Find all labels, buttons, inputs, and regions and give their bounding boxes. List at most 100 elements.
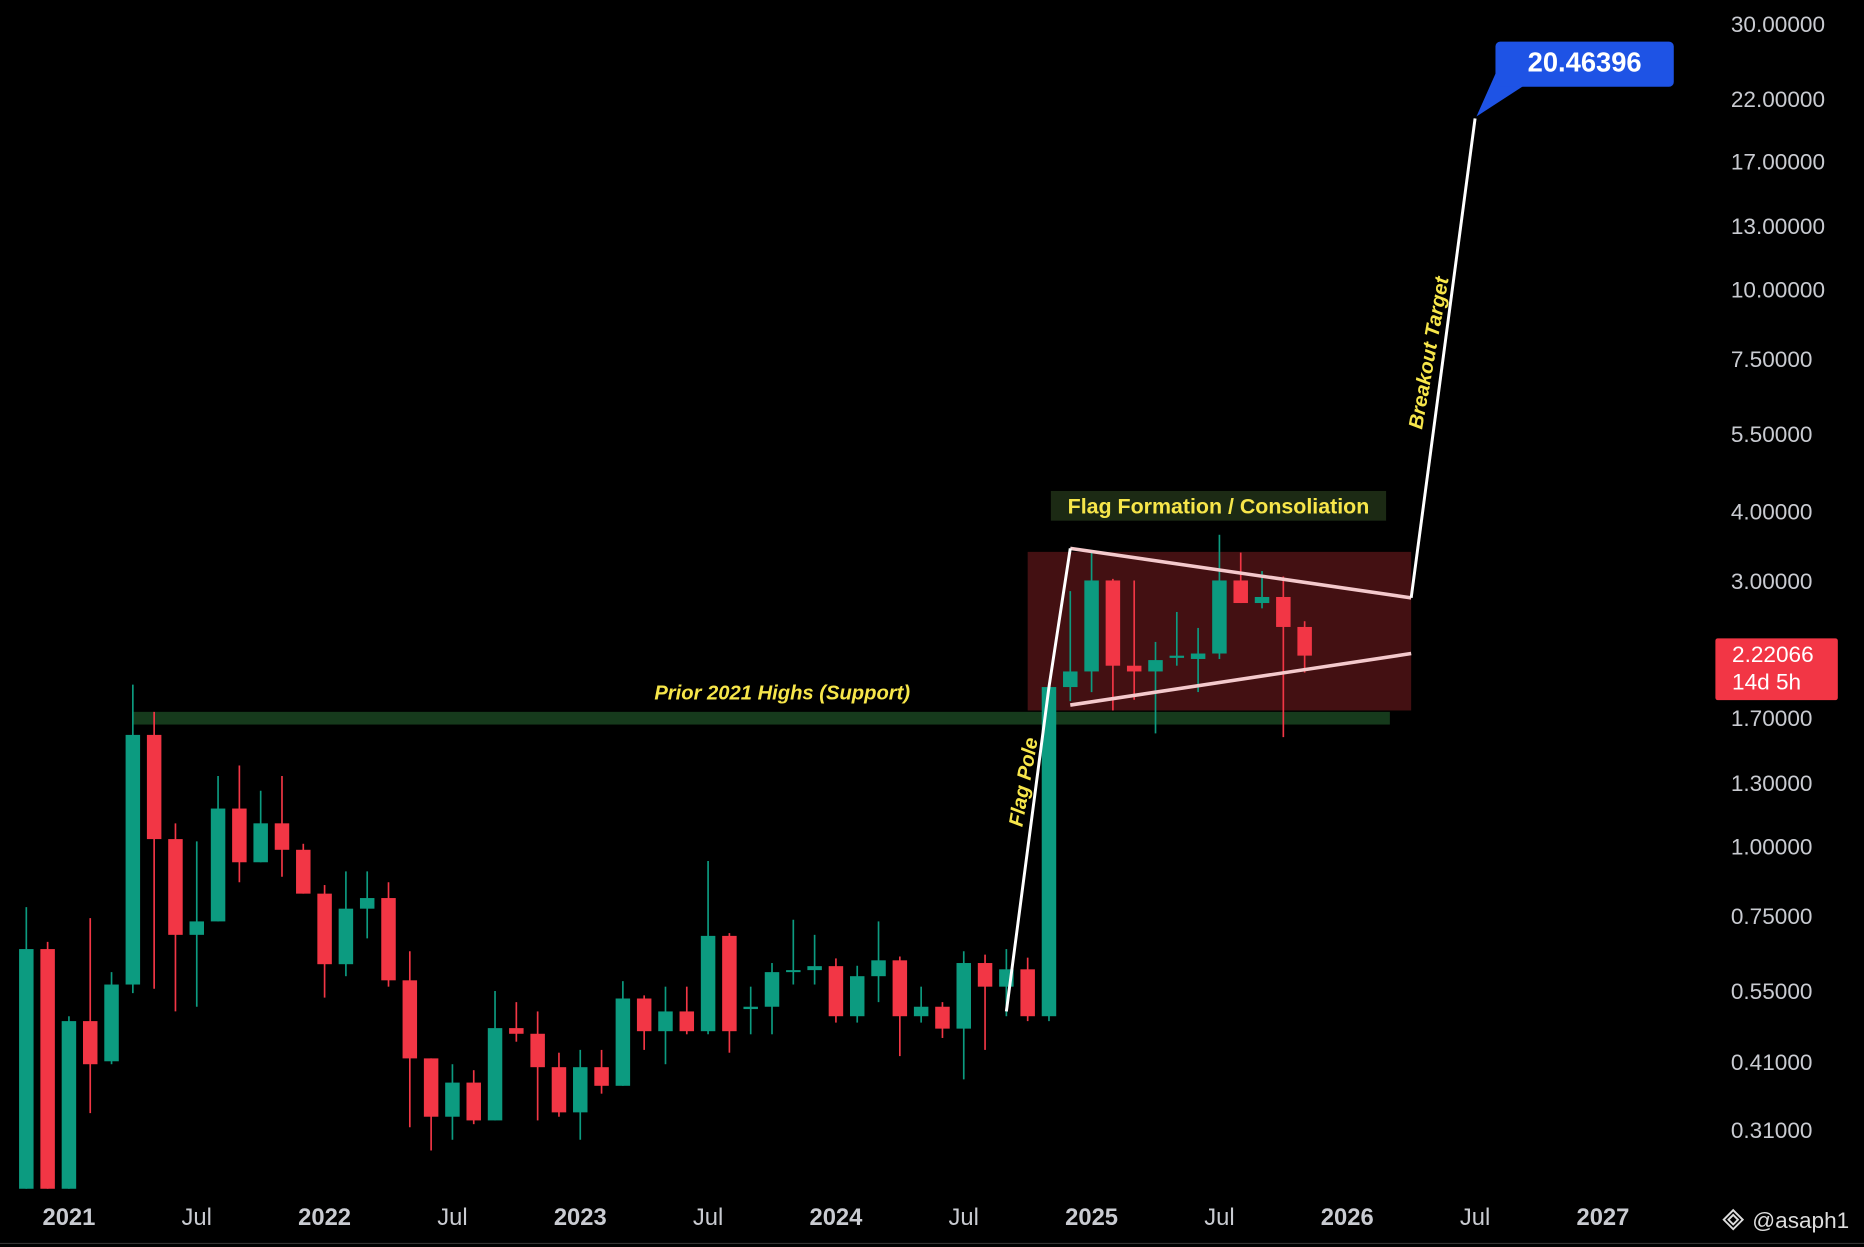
- y-tick-label: 10.00000: [1731, 278, 1825, 303]
- x-tick-label: 2026: [1321, 1204, 1374, 1231]
- y-tick-label: 3.00000: [1731, 569, 1813, 594]
- y-tick-label: 0.31000: [1731, 1118, 1813, 1143]
- candle-body: [253, 823, 268, 863]
- candle-body: [381, 898, 396, 981]
- candle-body: [466, 1082, 481, 1121]
- candle-body: [274, 823, 290, 850]
- x-tick-label: 2023: [554, 1204, 607, 1231]
- flag-lower: [1070, 651, 1412, 707]
- candle-body: [1126, 665, 1142, 672]
- y-tick-label: 30.00000: [1731, 12, 1825, 37]
- candle-body: [125, 734, 141, 985]
- target-box: [1495, 41, 1674, 87]
- watermark-logo: [1722, 1208, 1745, 1231]
- x-tick-label: Jul: [1204, 1204, 1234, 1231]
- x-tick-label: 2021: [42, 1204, 95, 1231]
- candle-body: [445, 1082, 460, 1117]
- candle-body: [1254, 596, 1270, 604]
- candle-body: [807, 966, 822, 971]
- x-tick-label: Jul: [949, 1204, 979, 1231]
- y-tick-label: 1.00000: [1731, 835, 1813, 860]
- candle-body: [232, 808, 247, 863]
- candle-body: [189, 921, 205, 935]
- candle-body: [935, 1006, 950, 1029]
- candle-body: [977, 963, 993, 987]
- flag-pole: [1004, 548, 1072, 1012]
- candle-body: [658, 1011, 673, 1032]
- candle-body: [61, 1021, 77, 1189]
- candle-body: [104, 984, 119, 1062]
- candle-body: [1233, 580, 1248, 604]
- support-label: Prior 2021 Highs (Support): [654, 683, 910, 705]
- flag-label: Flag Formation / Consoliation: [1068, 494, 1370, 518]
- last-price-box: [1715, 638, 1838, 701]
- candle-body: [402, 980, 418, 1059]
- y-tick-label: 22.00000: [1731, 87, 1825, 112]
- candle-body: [594, 1067, 609, 1086]
- candle-body: [1148, 660, 1163, 672]
- x-tick-label: 2022: [298, 1204, 351, 1231]
- candle-body: [1041, 687, 1057, 1017]
- candle-body: [1105, 580, 1121, 666]
- target-value: 20.46396: [1528, 46, 1642, 77]
- candle-body: [764, 972, 780, 1007]
- countdown: 14d 5h: [1732, 670, 1801, 695]
- candle-body: [743, 1006, 758, 1010]
- candle-body: [168, 839, 183, 935]
- drawings: [1004, 118, 1477, 1012]
- candle-body: [700, 935, 716, 1032]
- y-tick-label: 5.50000: [1731, 422, 1813, 447]
- candle-body: [956, 963, 971, 1029]
- candle-body: [849, 976, 865, 1017]
- candle-body: [423, 1058, 439, 1117]
- y-tick-label: 13.00000: [1731, 214, 1825, 239]
- candle-body: [338, 908, 354, 965]
- flag-upper: [1070, 546, 1412, 600]
- candle-body: [359, 898, 375, 909]
- candle-body: [1063, 671, 1078, 688]
- x-tick-label: Jul: [693, 1204, 723, 1231]
- candle-body: [636, 998, 652, 1032]
- candle-body: [530, 1033, 545, 1068]
- candle-body: [19, 949, 34, 1189]
- candle-body: [786, 970, 801, 973]
- y-tick-label: 17.00000: [1731, 149, 1825, 174]
- candle-body: [573, 1067, 588, 1113]
- candle-body: [913, 1006, 929, 1017]
- candle-body: [296, 849, 311, 894]
- candle-body: [1190, 653, 1206, 659]
- y-tick-label: 0.41000: [1731, 1050, 1813, 1075]
- candle-body: [1212, 580, 1227, 654]
- x-tick-label: Jul: [1460, 1204, 1490, 1231]
- y-tick-label: 0.75000: [1731, 904, 1813, 929]
- candle-body: [892, 960, 908, 1017]
- candle-body: [615, 998, 631, 1086]
- candle-body: [317, 893, 332, 965]
- breakout-line: [1409, 118, 1477, 599]
- candle-body: [146, 734, 162, 840]
- y-tick-label: 4.00000: [1731, 499, 1813, 524]
- candle-body: [1276, 596, 1291, 627]
- candle-body: [679, 1011, 695, 1032]
- candle-body: [210, 808, 226, 922]
- candle-body: [82, 1021, 98, 1065]
- candle-body: [509, 1028, 524, 1034]
- candle-body: [1297, 626, 1312, 656]
- x-tick-label: 2024: [809, 1204, 863, 1231]
- candle-body: [487, 1028, 503, 1121]
- candles: [19, 534, 1312, 1189]
- last-price: 2.22066: [1732, 642, 1814, 667]
- support-zone: [132, 711, 1390, 725]
- candle-body: [1020, 969, 1035, 1017]
- candle-body: [722, 935, 737, 1032]
- watermark: @asaph1: [1752, 1208, 1849, 1233]
- candle-body: [551, 1067, 567, 1113]
- candle-body: [1169, 655, 1185, 658]
- candle-body: [828, 966, 844, 1017]
- candle-body: [871, 960, 886, 977]
- y-tick-label: 1.30000: [1731, 771, 1813, 796]
- candle-body: [1084, 580, 1099, 672]
- x-tick-label: Jul: [437, 1204, 467, 1231]
